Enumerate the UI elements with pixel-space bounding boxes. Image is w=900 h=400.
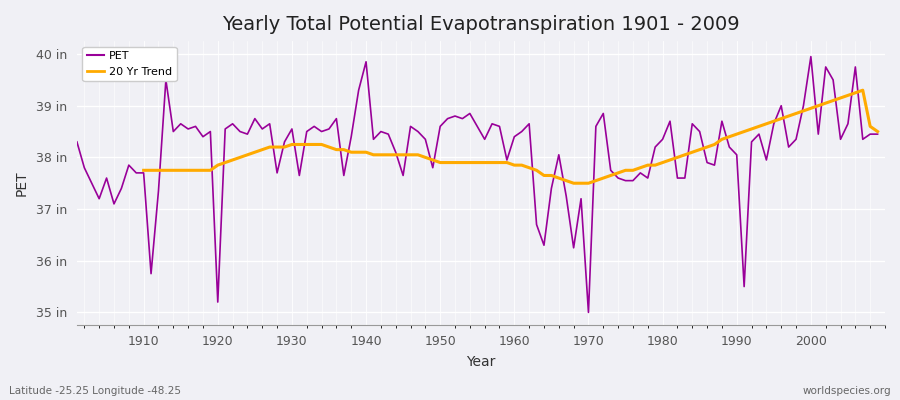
X-axis label: Year: Year bbox=[466, 355, 496, 369]
Text: worldspecies.org: worldspecies.org bbox=[803, 386, 891, 396]
Text: Latitude -25.25 Longitude -48.25: Latitude -25.25 Longitude -48.25 bbox=[9, 386, 181, 396]
Y-axis label: PET: PET bbox=[15, 170, 29, 196]
Legend: PET, 20 Yr Trend: PET, 20 Yr Trend bbox=[83, 47, 176, 81]
Title: Yearly Total Potential Evapotranspiration 1901 - 2009: Yearly Total Potential Evapotranspiratio… bbox=[222, 15, 740, 34]
